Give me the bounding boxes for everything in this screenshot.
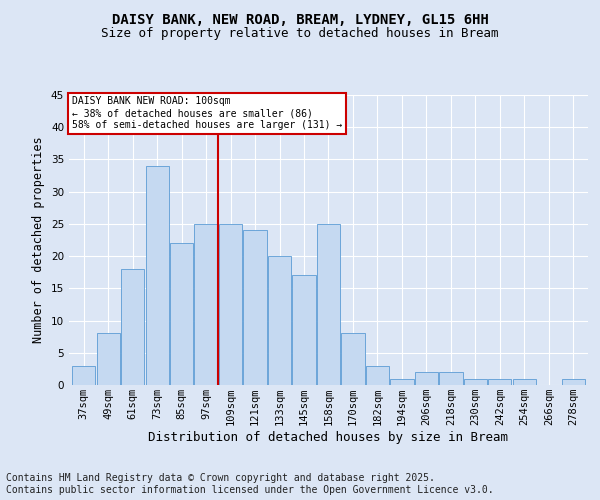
Bar	[562, 378, 585, 385]
Text: DAISY BANK, NEW ROAD, BREAM, LYDNEY, GL15 6HH: DAISY BANK, NEW ROAD, BREAM, LYDNEY, GL1…	[112, 12, 488, 26]
Bar	[488, 378, 511, 385]
Bar	[513, 378, 536, 385]
Bar	[97, 334, 120, 385]
Bar	[146, 166, 169, 385]
Text: DAISY BANK NEW ROAD: 100sqm
← 38% of detached houses are smaller (86)
58% of sem: DAISY BANK NEW ROAD: 100sqm ← 38% of det…	[71, 96, 342, 130]
Bar	[72, 366, 95, 385]
Bar	[464, 378, 487, 385]
Bar	[391, 378, 413, 385]
Bar	[341, 334, 365, 385]
Bar	[244, 230, 266, 385]
Bar	[219, 224, 242, 385]
Bar	[415, 372, 438, 385]
Bar	[317, 224, 340, 385]
Bar	[439, 372, 463, 385]
Bar	[292, 276, 316, 385]
Bar	[194, 224, 218, 385]
X-axis label: Distribution of detached houses by size in Bream: Distribution of detached houses by size …	[149, 431, 509, 444]
Bar	[121, 269, 144, 385]
Text: Size of property relative to detached houses in Bream: Size of property relative to detached ho…	[101, 28, 499, 40]
Bar	[366, 366, 389, 385]
Bar	[268, 256, 291, 385]
Bar	[170, 243, 193, 385]
Text: Contains HM Land Registry data © Crown copyright and database right 2025.
Contai: Contains HM Land Registry data © Crown c…	[6, 474, 494, 495]
Y-axis label: Number of detached properties: Number of detached properties	[32, 136, 46, 344]
